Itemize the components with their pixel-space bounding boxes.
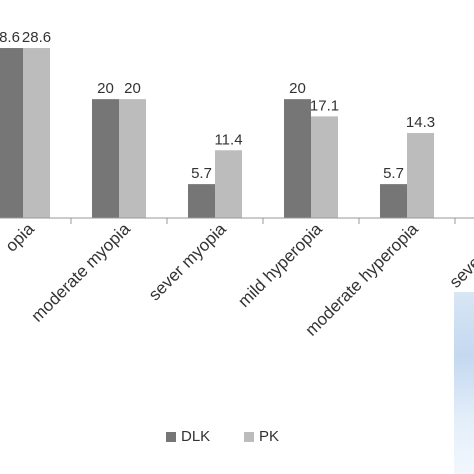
value-label-dlk-mild-hyperopia: 20 [289,80,306,97]
legend-label-pk: PK [259,428,279,445]
bar-pk-moderate-hyperopia [407,133,434,218]
bars-layer [0,48,434,218]
value-label-pk-mild-hyperopia: 17.1 [310,97,339,114]
legend-label-dlk: DLK [181,428,210,445]
bar-pk-moderate-myopia [119,99,146,218]
value-label-pk-moderate-hyperopia: 14.3 [406,114,435,131]
legend-swatch-dlk [166,432,176,442]
bar-dlk-mild-hyperopia [284,99,311,218]
bar-pk-sever-myopia [215,150,242,218]
category-label-mild-myopia: opia [2,219,39,256]
legend-swatch-pk [244,432,254,442]
bar-dlk-moderate-hyperopia [380,184,407,218]
category-label-moderate-myopia: moderate myopia [28,219,135,326]
category-label-sever-myopia: sever myopia [145,219,230,304]
value-label-dlk-sever-myopia: 5.7 [191,165,212,182]
legend: DLK PK [166,428,279,445]
bar-dlk-sever-myopia [188,184,215,218]
bar-dlk-mild-myopia [0,48,23,218]
blurred-image-edge [454,292,474,474]
value-label-dlk-moderate-hyperopia: 5.7 [383,165,404,182]
category-label-sever-hyperopia: sever hype [446,219,474,291]
value-label-pk-mild-myopia: 28.6 [22,29,51,46]
value-label-dlk-mild-myopia: 8.6 [0,29,20,46]
bar-dlk-moderate-myopia [92,99,119,218]
value-label-pk-moderate-myopia: 20 [124,80,141,97]
bar-pk-mild-myopia [23,48,50,218]
value-label-pk-sever-myopia: 11.4 [214,131,242,148]
bar-pk-mild-hyperopia [311,116,338,218]
x-axis-ticks [70,218,456,224]
value-label-dlk-moderate-myopia: 20 [97,80,114,97]
value-labels-layer: 8.6 20 5.7 20 5.7 28.6 20 11.4 17.1 14.3 [0,29,435,182]
category-label-mild-hyperopia: mild hyperopia [234,219,326,311]
